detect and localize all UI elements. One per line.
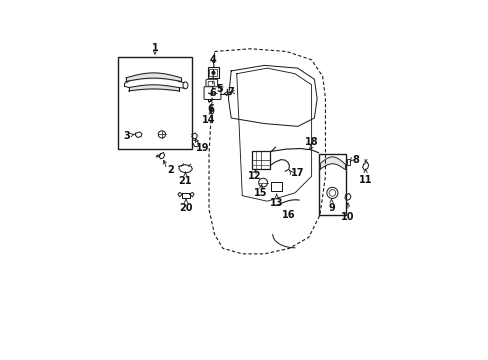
Text: 8: 8 <box>351 155 358 165</box>
Bar <box>209 69 217 76</box>
Text: 6: 6 <box>207 104 214 114</box>
Text: 7: 7 <box>227 87 233 97</box>
Text: 17: 17 <box>290 168 304 179</box>
FancyBboxPatch shape <box>203 87 221 99</box>
Text: 12: 12 <box>247 171 261 181</box>
Text: 16: 16 <box>281 210 294 220</box>
Bar <box>251 151 269 169</box>
Text: 18: 18 <box>304 137 318 147</box>
Text: 6: 6 <box>208 88 215 98</box>
Text: 4: 4 <box>210 55 216 65</box>
Bar <box>182 193 189 198</box>
Text: 21: 21 <box>178 176 192 186</box>
Text: 20: 20 <box>179 203 192 213</box>
Text: 9: 9 <box>327 203 334 213</box>
Bar <box>117 57 192 149</box>
Text: 19: 19 <box>195 143 209 153</box>
Text: 15: 15 <box>253 188 267 198</box>
Text: 2: 2 <box>167 165 174 175</box>
Circle shape <box>326 187 337 198</box>
Text: 1: 1 <box>151 42 158 53</box>
Text: 5: 5 <box>216 84 223 94</box>
Circle shape <box>328 190 335 196</box>
Bar <box>207 67 219 78</box>
Circle shape <box>258 178 267 187</box>
Text: 11: 11 <box>358 175 372 185</box>
Circle shape <box>212 72 214 74</box>
FancyBboxPatch shape <box>208 81 214 86</box>
Text: 13: 13 <box>269 198 283 208</box>
Bar <box>318 154 346 215</box>
Text: 10: 10 <box>341 212 354 222</box>
Circle shape <box>158 131 165 138</box>
Bar <box>271 182 282 191</box>
FancyBboxPatch shape <box>205 79 217 88</box>
Bar <box>346 158 349 165</box>
Text: 14: 14 <box>202 115 215 125</box>
Text: 3: 3 <box>123 131 130 140</box>
Ellipse shape <box>183 82 187 89</box>
